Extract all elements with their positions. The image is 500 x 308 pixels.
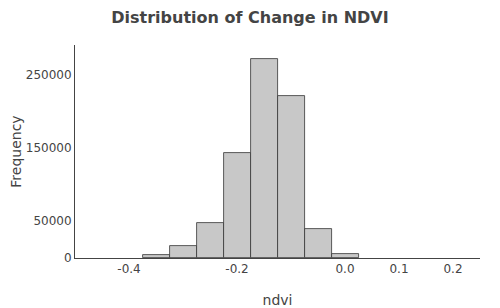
svg-text:50000: 50000 (33, 214, 71, 228)
svg-text:0.1: 0.1 (389, 262, 408, 276)
svg-text:-0.2: -0.2 (225, 262, 248, 276)
svg-text:ndvi: ndvi (263, 292, 293, 308)
svg-text:0.0: 0.0 (335, 262, 354, 276)
svg-text:150000: 150000 (26, 141, 72, 155)
svg-text:Frequency: Frequency (8, 115, 24, 187)
svg-text:-0.4: -0.4 (117, 262, 140, 276)
svg-text:0.2: 0.2 (443, 262, 462, 276)
svg-text:Distribution of Change in NDVI: Distribution of Change in NDVI (111, 8, 388, 27)
svg-text:0: 0 (64, 251, 72, 265)
svg-text:250000: 250000 (26, 68, 72, 82)
